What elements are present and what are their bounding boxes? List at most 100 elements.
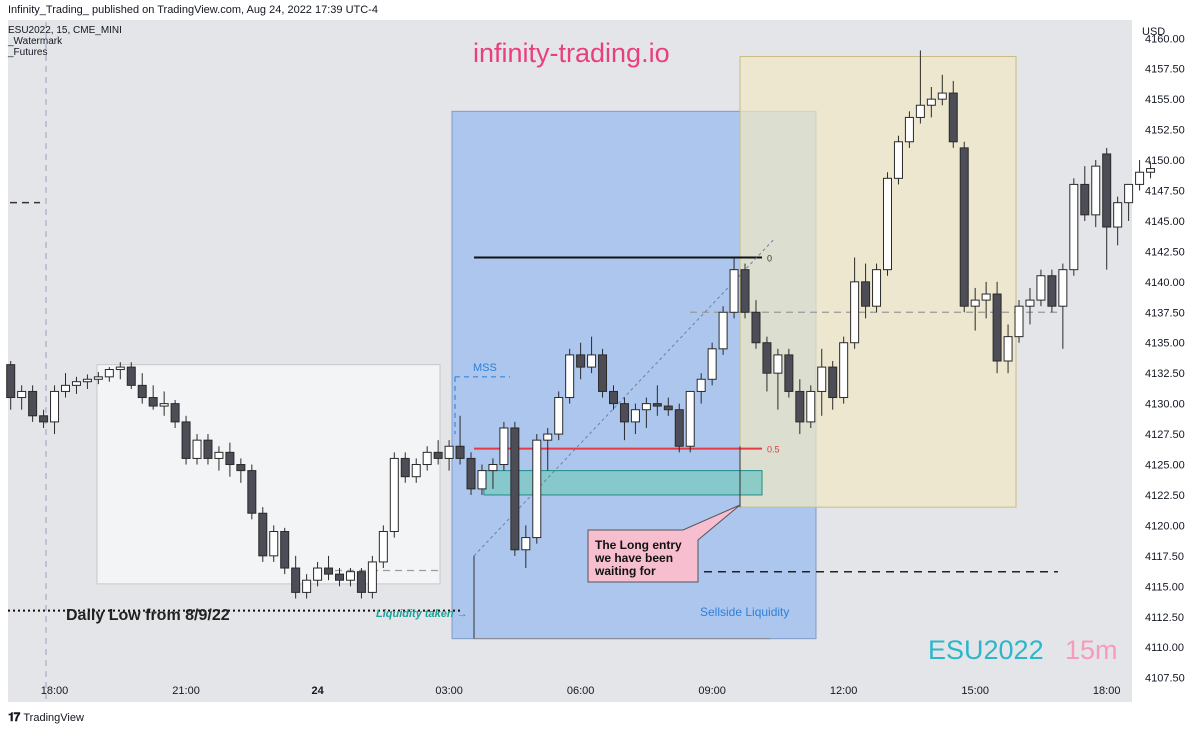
candle[interactable] — [948, 80, 958, 148]
candle[interactable] — [926, 86, 936, 118]
candle[interactable] — [663, 397, 673, 416]
candle[interactable] — [554, 391, 564, 441]
candle[interactable] — [258, 507, 268, 562]
candle[interactable] — [521, 525, 531, 569]
candle[interactable] — [115, 362, 125, 380]
candle[interactable] — [937, 74, 947, 106]
candle[interactable] — [488, 458, 498, 489]
candle[interactable] — [455, 415, 465, 465]
candle[interactable] — [696, 373, 706, 404]
candle[interactable] — [477, 464, 487, 495]
candle[interactable] — [883, 172, 892, 276]
candle[interactable] — [214, 446, 224, 471]
candle[interactable] — [367, 555, 377, 599]
candle[interactable] — [1124, 183, 1134, 221]
tradingview-logo-icon[interactable]: 𝟏𝟕 — [8, 710, 20, 724]
candle[interactable] — [324, 555, 334, 581]
candle[interactable] — [839, 336, 849, 404]
candle[interactable] — [718, 306, 728, 355]
candle[interactable] — [269, 525, 279, 562]
candle[interactable] — [444, 440, 454, 471]
candle[interactable] — [674, 403, 684, 453]
candle[interactable] — [137, 373, 147, 404]
legend-watermark[interactable]: _Watermark — [8, 36, 63, 47]
candle[interactable] — [784, 348, 794, 398]
candle[interactable] — [302, 574, 312, 599]
candle[interactable] — [378, 525, 388, 569]
candle[interactable] — [225, 442, 235, 477]
candle[interactable] — [762, 336, 772, 392]
candle[interactable] — [236, 458, 246, 483]
candle[interactable] — [1102, 147, 1112, 270]
candle[interactable] — [61, 373, 70, 398]
candle[interactable] — [50, 385, 60, 435]
candle[interactable] — [1047, 269, 1057, 313]
candle[interactable] — [389, 452, 399, 538]
candle[interactable] — [630, 403, 640, 435]
candle[interactable] — [806, 385, 816, 428]
candle[interactable] — [641, 397, 651, 428]
candle[interactable] — [400, 452, 410, 483]
candle[interactable] — [817, 348, 827, 416]
candle[interactable] — [1146, 162, 1156, 179]
candle[interactable] — [1003, 324, 1013, 374]
candle[interactable] — [773, 348, 783, 410]
candle[interactable] — [159, 391, 169, 416]
candle[interactable] — [565, 348, 575, 404]
candle[interactable] — [313, 561, 323, 587]
candle[interactable] — [652, 385, 662, 416]
candle[interactable] — [828, 361, 838, 410]
candle[interactable] — [148, 385, 158, 410]
candle[interactable] — [598, 348, 608, 398]
candle[interactable] — [93, 371, 103, 385]
candle[interactable] — [192, 434, 202, 465]
candle[interactable] — [247, 464, 257, 520]
candle[interactable] — [356, 568, 366, 599]
candle[interactable] — [959, 141, 969, 313]
candle[interactable] — [872, 263, 882, 313]
candle[interactable] — [904, 111, 914, 148]
candle[interactable] — [1080, 166, 1090, 221]
candle[interactable] — [707, 342, 717, 386]
candle[interactable] — [1069, 178, 1079, 276]
candle[interactable] — [576, 342, 586, 380]
candle[interactable] — [992, 281, 1002, 374]
candle[interactable] — [1058, 263, 1068, 349]
candle[interactable] — [915, 50, 925, 124]
candle[interactable] — [126, 362, 136, 390]
candle[interactable] — [82, 374, 92, 390]
candle[interactable] — [795, 379, 805, 435]
candle[interactable] — [587, 336, 597, 374]
candle[interactable] — [1135, 160, 1145, 191]
candle[interactable] — [170, 399, 180, 428]
candle[interactable] — [422, 446, 432, 471]
candle[interactable] — [740, 263, 750, 319]
candle[interactable] — [280, 527, 290, 575]
footer-brand[interactable]: TradingView — [23, 711, 84, 724]
candle[interactable] — [335, 568, 344, 587]
candle[interactable] — [850, 257, 860, 349]
candle[interactable] — [466, 452, 476, 495]
candle[interactable] — [411, 458, 421, 483]
candle[interactable] — [1113, 196, 1123, 246]
candle[interactable] — [685, 390, 695, 453]
candle[interactable] — [543, 427, 553, 471]
candle[interactable] — [499, 421, 509, 471]
candle[interactable] — [291, 555, 301, 599]
candle[interactable] — [181, 415, 191, 465]
candle[interactable] — [510, 421, 520, 556]
candle[interactable] — [433, 440, 443, 465]
candle[interactable] — [893, 135, 903, 185]
candle[interactable] — [532, 434, 542, 544]
candle[interactable] — [104, 367, 114, 382]
candle[interactable] — [1025, 287, 1035, 325]
candle[interactable] — [970, 287, 980, 331]
candle[interactable] — [203, 434, 213, 465]
candle[interactable] — [345, 568, 355, 587]
candle[interactable] — [28, 385, 38, 422]
candle[interactable] — [1036, 269, 1046, 307]
candle[interactable] — [751, 300, 761, 349]
candle[interactable] — [861, 263, 871, 319]
candle[interactable] — [729, 257, 739, 319]
